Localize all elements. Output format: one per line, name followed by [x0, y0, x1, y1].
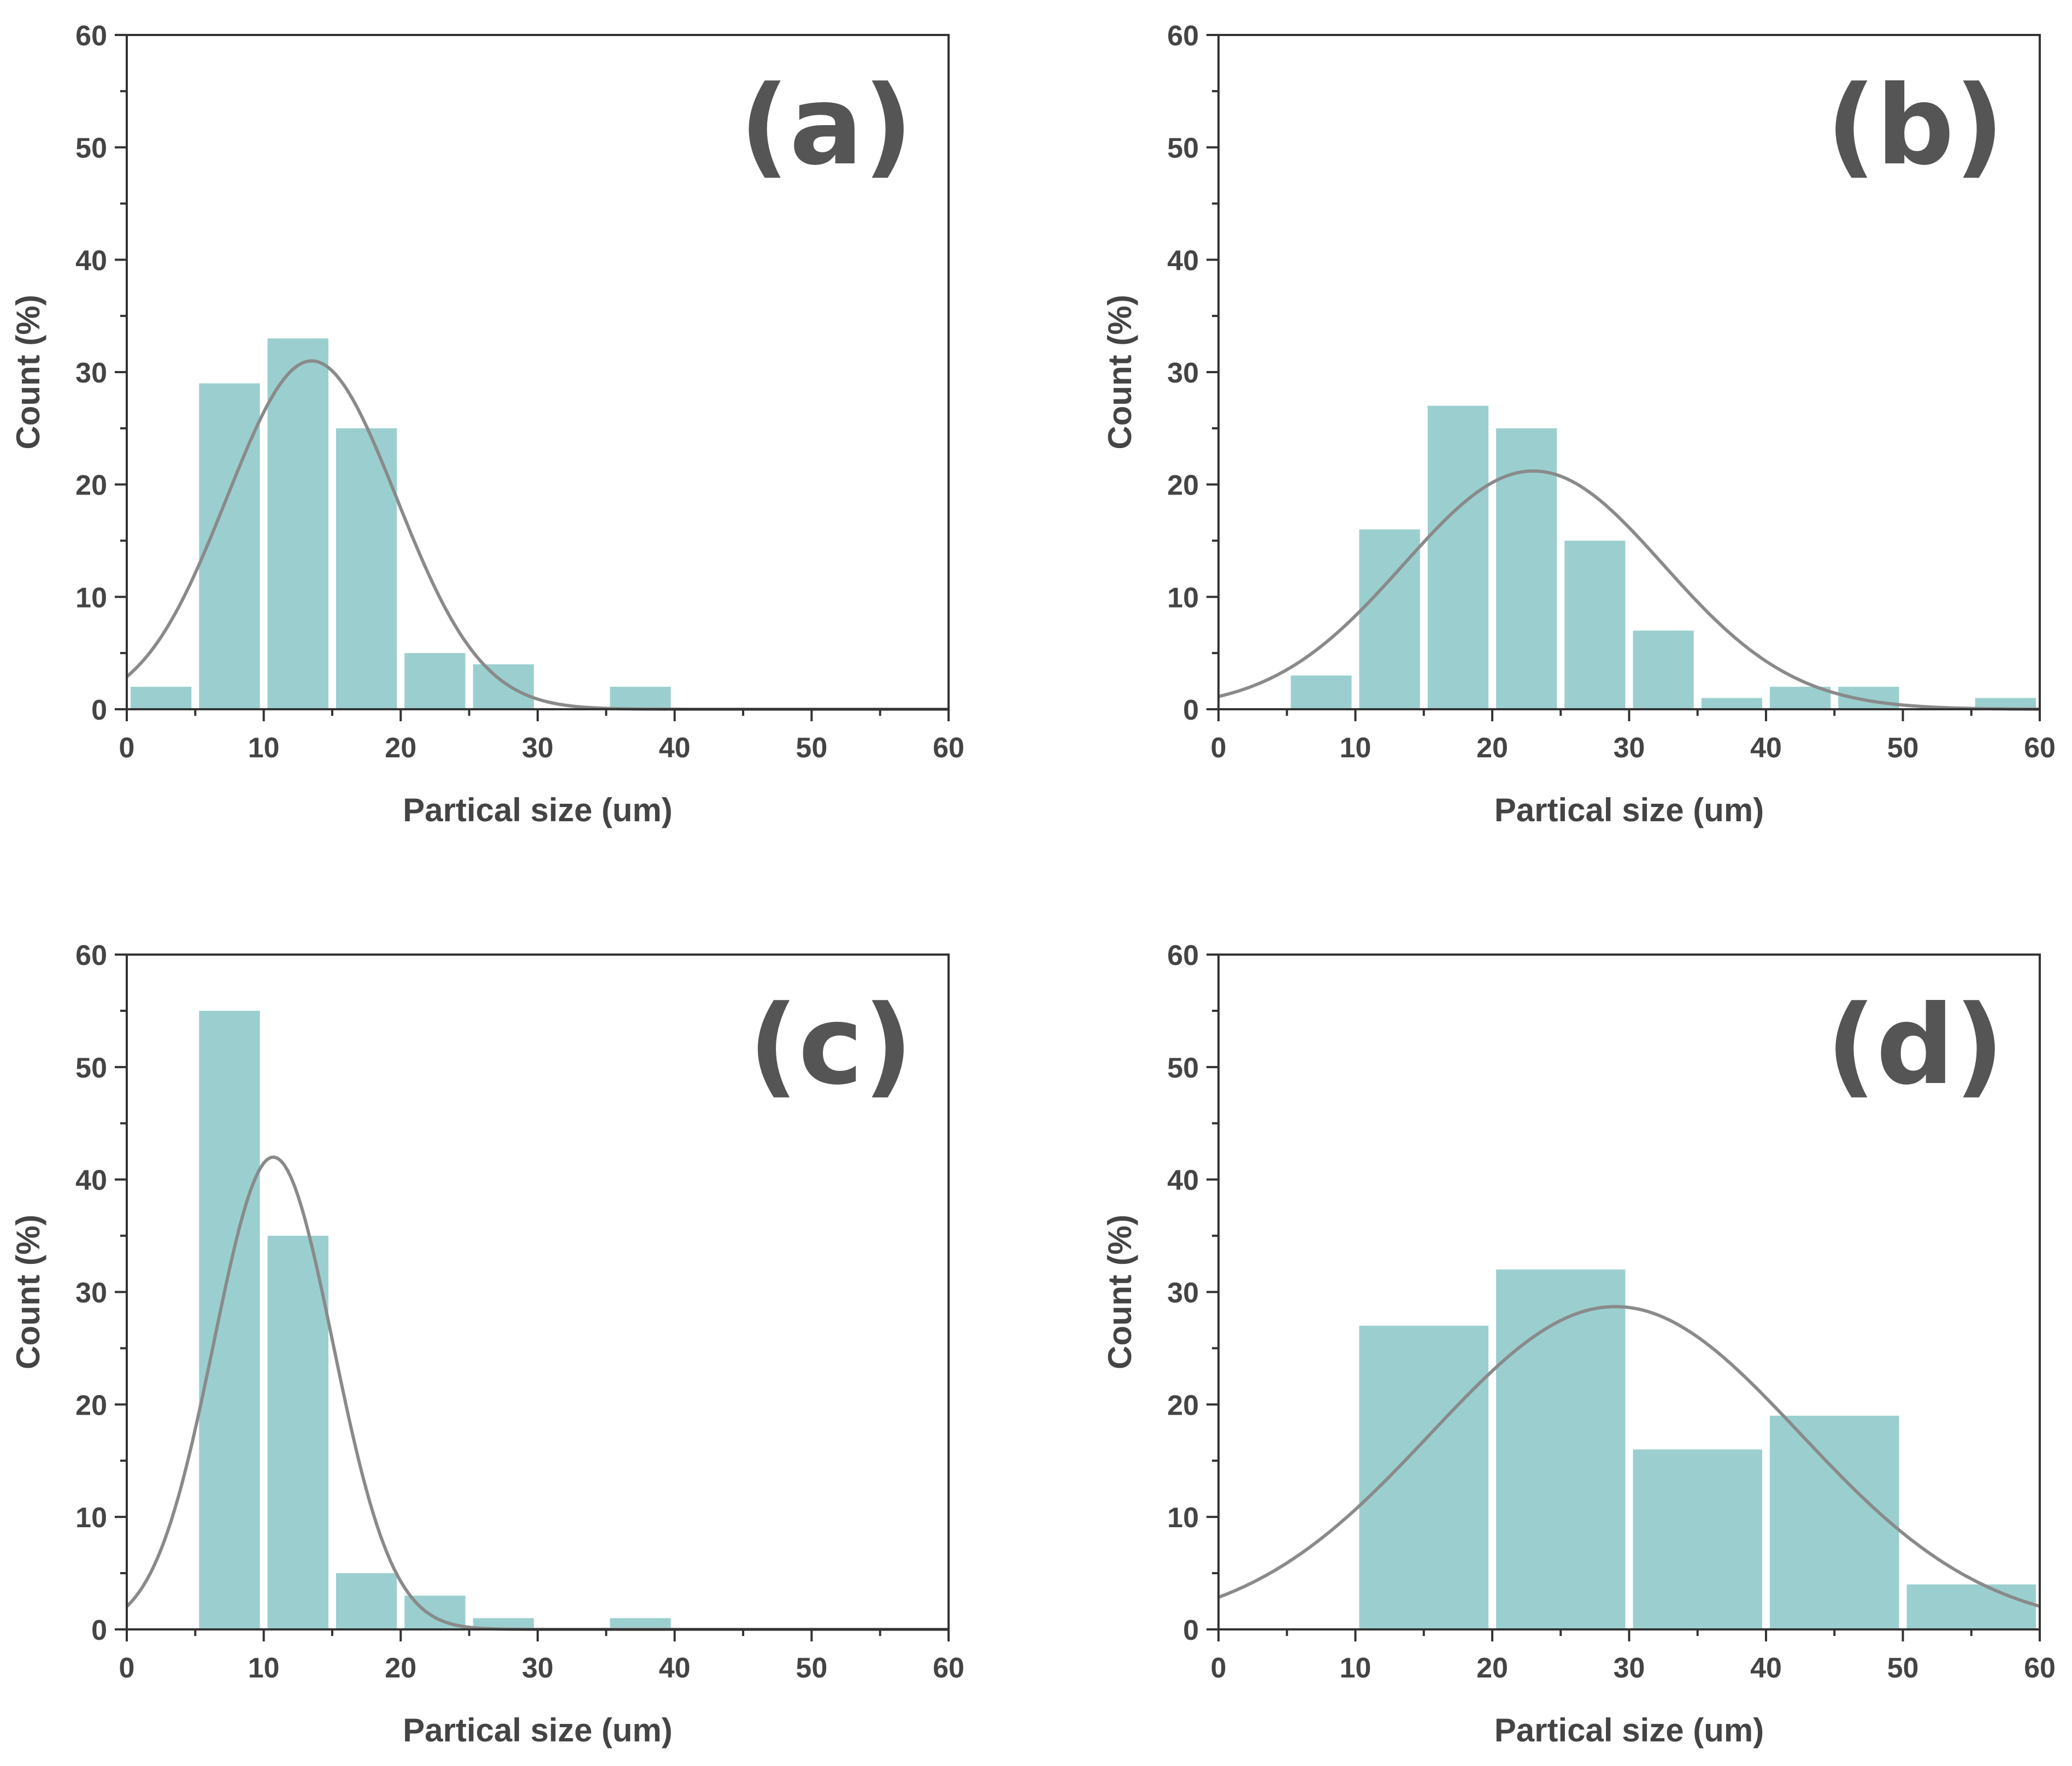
y-axis-label: Count (%): [1102, 1215, 1138, 1369]
histogram-bar: [267, 338, 328, 709]
y-tick-label: 10: [1167, 1502, 1199, 1534]
y-tick-label: 30: [75, 1278, 107, 1309]
x-tick-label: 50: [796, 732, 827, 764]
x-tick-label: 10: [1340, 732, 1371, 764]
histogram-bar: [1770, 686, 1831, 709]
x-tick-label: 60: [2024, 1652, 2056, 1684]
y-tick-label: 40: [75, 1165, 107, 1197]
x-tick-label: 10: [248, 1652, 280, 1684]
y-tick-label: 40: [75, 245, 107, 276]
histogram-bar: [1770, 1415, 1899, 1629]
x-tick-label: 30: [522, 732, 554, 764]
y-tick-label: 20: [1167, 1390, 1199, 1421]
histogram-bar: [1975, 698, 2036, 709]
panel-tag: (c): [749, 982, 913, 1109]
panel-tag: (d): [1826, 982, 2004, 1109]
y-axis-label: Count (%): [1102, 295, 1138, 449]
y-tick-label: 60: [1167, 940, 1199, 972]
y-tick-label: 10: [1167, 582, 1199, 614]
panel-tag: (a): [739, 62, 913, 190]
histogram-bar: [131, 686, 192, 709]
histogram-bar: [610, 1618, 671, 1629]
panel-tag: (b): [1826, 62, 2004, 190]
histogram-bar: [473, 664, 534, 709]
histogram-bar: [610, 686, 671, 709]
y-tick-label: 0: [1183, 1615, 1199, 1646]
x-tick-label: 60: [933, 1652, 964, 1684]
x-tick-label: 0: [1211, 1652, 1227, 1684]
histogram-bar: [199, 383, 260, 709]
x-tick-label: 10: [248, 732, 280, 764]
histogram-bar: [1359, 1326, 1488, 1629]
histogram-bar: [267, 1235, 328, 1629]
x-tick-label: 50: [1887, 1652, 1919, 1684]
y-tick-label: 0: [91, 1615, 107, 1646]
x-tick-label: 30: [1614, 1652, 1645, 1684]
y-axis-label: Count (%): [10, 1215, 46, 1369]
x-tick-label: 10: [1340, 1652, 1371, 1684]
histogram-bar: [1701, 698, 1762, 709]
x-tick-label: 60: [933, 732, 964, 764]
histogram-bar: [199, 1010, 260, 1629]
x-tick-label: 50: [1887, 732, 1919, 764]
x-tick-label: 30: [1614, 732, 1645, 764]
y-tick-label: 0: [1183, 694, 1199, 726]
chart-panel-3: 0 10 20 30 40 50 60 0 10 20 30 40 50 60 Partical size …: [10, 940, 964, 1749]
histogram-bar: [1496, 1269, 1626, 1629]
chart-panel-2: 0 10 20 30 40 50 60 0 10 20 30 40 50 60 Partical size …: [1102, 20, 2056, 828]
y-tick-label: 60: [75, 940, 107, 972]
y-tick-label: 40: [1167, 1165, 1199, 1197]
y-tick-label: 40: [1167, 245, 1199, 276]
x-tick-label: 0: [119, 1652, 135, 1684]
y-tick-label: 50: [75, 1052, 107, 1084]
y-tick-label: 0: [91, 694, 107, 726]
y-tick-label: 50: [1167, 133, 1199, 164]
y-tick-label: 20: [75, 1390, 107, 1421]
x-tick-label: 20: [1476, 1652, 1508, 1684]
x-tick-label: 40: [659, 1652, 691, 1684]
histogram-bar: [336, 428, 397, 709]
y-tick-label: 20: [1167, 470, 1199, 502]
y-tick-label: 30: [75, 357, 107, 389]
y-tick-label: 20: [75, 470, 107, 502]
histogram-bar: [1633, 1449, 1762, 1629]
gaussian-fit-curve: [1218, 469, 2040, 711]
y-tick-label: 30: [1167, 1278, 1199, 1309]
chart-panel-4: 0 10 20 30 40 50 60 0 10 20 30 40 50 60 Partical size …: [1102, 940, 2056, 1749]
x-axis-label: Partical size (um): [1494, 1712, 1764, 1749]
y-tick-label: 10: [75, 582, 107, 614]
histogram-bar: [473, 1618, 534, 1629]
y-tick-label: 10: [75, 1502, 107, 1534]
y-tick-label: 50: [1167, 1052, 1199, 1084]
x-tick-label: 60: [2024, 732, 2056, 764]
y-tick-label: 60: [1167, 20, 1199, 52]
x-axis-label: Partical size (um): [1494, 792, 1764, 828]
x-tick-label: 0: [119, 732, 135, 764]
histogram-bar: [1633, 631, 1694, 709]
y-axis-label: Count (%): [10, 295, 46, 449]
y-tick-label: 50: [75, 133, 107, 164]
x-tick-label: 30: [522, 1652, 554, 1684]
histogram-bar: [336, 1573, 397, 1629]
x-tick-label: 40: [1750, 1652, 1782, 1684]
x-tick-label: 20: [1476, 732, 1508, 764]
y-tick-label: 60: [75, 20, 107, 52]
histogram-bar: [1427, 405, 1488, 709]
histogram-bar: [1291, 675, 1352, 709]
y-tick-label: 30: [1167, 357, 1199, 389]
x-tick-label: 40: [659, 732, 691, 764]
histogram-bar: [1564, 540, 1626, 709]
x-axis-label: Partical size (um): [403, 1712, 673, 1749]
x-tick-label: 50: [796, 1652, 827, 1684]
x-axis-label: Partical size (um): [403, 792, 673, 828]
x-tick-label: 0: [1211, 732, 1227, 764]
histogram-bar: [1906, 1584, 2036, 1629]
gaussian-fit-curve: [1217, 1305, 2040, 1608]
histogram-bar: [404, 653, 466, 709]
x-tick-label: 40: [1750, 732, 1782, 764]
x-tick-label: 20: [385, 732, 416, 764]
chart-panel-1: 0 10 20 30 40 50 60 0 10 20 30 40 50 60 Partical size …: [10, 20, 964, 828]
x-tick-label: 20: [385, 1652, 416, 1684]
